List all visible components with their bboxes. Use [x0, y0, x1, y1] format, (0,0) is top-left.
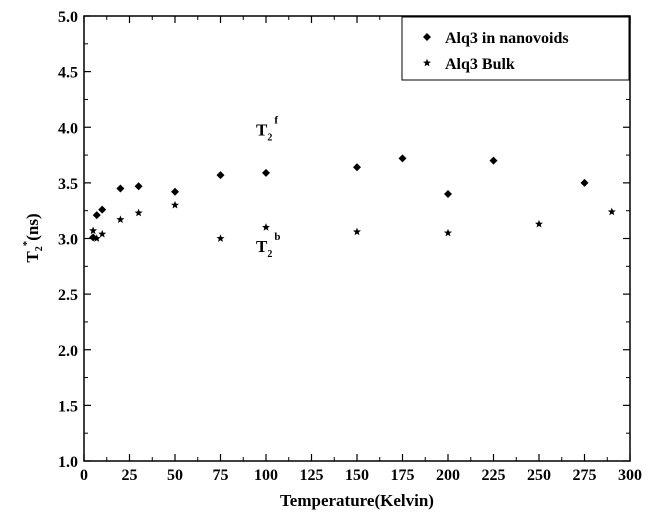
data-point-diamond [216, 171, 225, 180]
data-point-star [216, 234, 225, 242]
data-point-diamond [262, 168, 270, 177]
y-tick-label: 2.5 [58, 287, 78, 304]
data-point-star [89, 226, 98, 235]
data-point-star [535, 219, 543, 228]
y-tick-label: 4.0 [58, 120, 78, 137]
data-point-star [92, 234, 101, 242]
y-tick-label: 4.5 [58, 65, 78, 82]
x-tick-label: 0 [80, 467, 88, 484]
legend-marker-star [423, 58, 431, 67]
y-tick-labels: 1.0 1.5 2.0 2.5 3.0 3.5 4.0 4.5 5.0 [58, 9, 78, 471]
x-tick-label: 250 [527, 467, 551, 484]
legend-box [401, 16, 630, 81]
x-tick-label: 225 [482, 467, 506, 484]
data-point-diamond [116, 184, 125, 193]
x-tick-label: 300 [618, 467, 642, 484]
data-point-star [607, 207, 616, 216]
data-point-star [353, 227, 361, 236]
data-point-diamond [98, 205, 107, 214]
data-point-star [134, 208, 143, 217]
x-tick-label: 175 [391, 467, 415, 484]
y-axis-label-unit: (ns) [23, 213, 42, 240]
x-tick-label: 25 [122, 467, 138, 484]
legend-marker-diamond [423, 33, 431, 41]
data-point-diamond [353, 163, 361, 172]
x-axis-label: Temperature(Kelvin) [280, 491, 434, 510]
legend: Alq3 in nanovoids Alq3 Bulk [401, 16, 630, 81]
y-tick-label: 1.5 [58, 398, 78, 415]
data-point-diamond [489, 156, 498, 165]
y-axis-label-sup: * [21, 240, 33, 246]
y-axis-label-sub: 2 [34, 246, 45, 251]
y-tick-label: 2.0 [58, 343, 78, 360]
svg-text:T2*(ns): T2*(ns) [21, 213, 45, 262]
series-layer [89, 154, 616, 242]
y-tick-label: 1.0 [58, 454, 78, 471]
data-point-star [116, 215, 125, 223]
x-tick-label: 75 [213, 467, 229, 484]
x-tick-label: 100 [254, 467, 278, 484]
x-tick-label: 50 [167, 467, 183, 484]
annotation-b: T2b [256, 231, 280, 260]
x-tick-labels: 0 25 50 75 100 125 150 175 200 225 250 275 300 [80, 467, 642, 484]
x-tick-label: 150 [345, 467, 369, 484]
data-point-star [444, 228, 452, 237]
x-tick-label: 275 [573, 467, 597, 484]
annotations: T2f T2b [256, 114, 280, 260]
data-point-star [262, 223, 270, 231]
ticks [83, 15, 631, 462]
y-tick-label: 3.5 [58, 176, 78, 193]
data-point-star [171, 200, 179, 209]
y-tick-label: 5.0 [58, 9, 78, 26]
data-point-diamond [398, 154, 407, 163]
data-point-star [98, 229, 107, 238]
y-tick-label: 3.0 [58, 232, 78, 249]
data-point-diamond [580, 178, 589, 187]
annotation-f: T2f [256, 114, 278, 143]
legend-label-bulk: Alq3 Bulk [445, 56, 515, 73]
data-point-diamond [92, 211, 101, 220]
series-bulk [89, 200, 616, 242]
series-nanovoids [89, 154, 589, 242]
y-axis-label: T2*(ns) [21, 213, 45, 262]
y-axis-label-main: T [23, 251, 42, 263]
data-point-diamond [171, 187, 179, 196]
data-point-diamond [444, 190, 452, 198]
data-point-diamond [134, 182, 143, 191]
x-tick-label: 125 [300, 467, 324, 484]
x-tick-label: 200 [436, 467, 460, 484]
plot-frame [83, 15, 631, 462]
legend-label-nanovoids: Alq3 in nanovoids [445, 30, 569, 47]
